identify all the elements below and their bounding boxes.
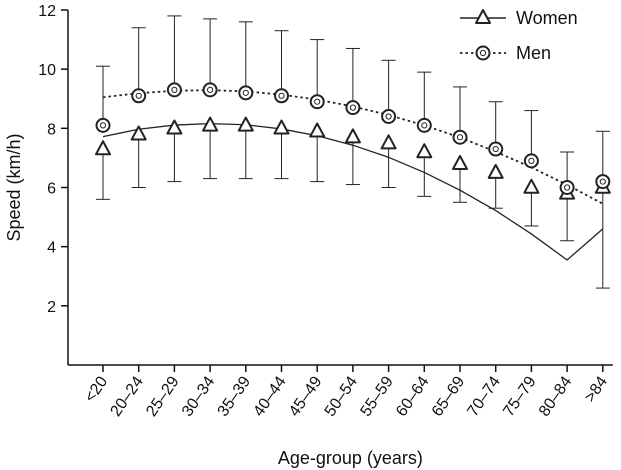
- men-point: [345, 100, 361, 116]
- x-tick-label: 30–34: [179, 373, 219, 419]
- labels-layer: 2 4 6 8 10 12 <2020–2425–2930–3435–3940–4445–4…: [38, 3, 611, 420]
- men-point: [131, 88, 147, 104]
- men-point-inner: [314, 98, 321, 105]
- women-point: [309, 122, 326, 138]
- legend-men-marker: [475, 45, 491, 61]
- x-tick-label: 25–29: [143, 373, 183, 419]
- x-tick-label: 35–39: [215, 373, 255, 419]
- women-point: [95, 140, 111, 156]
- x-tick-label: 20–24: [108, 373, 148, 419]
- men-point-inner: [492, 145, 499, 153]
- men-point-inner: [207, 86, 214, 93]
- men-point-inner: [385, 113, 392, 120]
- x-tick-label: 40–44: [250, 373, 290, 419]
- y-axis-title: Speed (km/h): [4, 133, 24, 241]
- women-point: [416, 143, 433, 159]
- women-point: [202, 116, 219, 132]
- legend-women-label: Women: [516, 8, 578, 28]
- men-point: [452, 129, 468, 145]
- men-point-inner: [456, 134, 464, 141]
- y-tick-label: 10: [38, 62, 56, 79]
- men-point: [595, 174, 611, 190]
- legend: Women Men: [460, 8, 578, 63]
- men-point-inner: [564, 184, 571, 191]
- y-tick-label: 8: [47, 121, 56, 138]
- men-point: [238, 85, 254, 101]
- x-tick-label: 45–49: [286, 373, 326, 419]
- legend-men-label: Men: [516, 43, 551, 63]
- women-point: [166, 119, 183, 135]
- men-point-inner: [349, 104, 356, 111]
- women-point: [487, 163, 504, 179]
- x-axis-title: Age-group (years): [278, 448, 423, 468]
- men-point-inner: [135, 92, 142, 99]
- y-tick-label: 4: [47, 240, 56, 257]
- men-point: [309, 94, 325, 110]
- women-point: [380, 134, 397, 150]
- x-tick-label: 65–69: [429, 373, 469, 419]
- men-point: [559, 180, 575, 195]
- men-fit-line: [102, 89, 604, 205]
- women-point: [130, 125, 147, 141]
- axes: [61, 9, 613, 372]
- men-point: [381, 109, 397, 124]
- x-tick-label: 75–79: [500, 373, 540, 419]
- men-point: [95, 117, 111, 133]
- men-point-inner: [421, 122, 428, 129]
- men-point-inner: [171, 86, 178, 93]
- women-point: [452, 155, 468, 171]
- women-point: [273, 119, 290, 135]
- x-tick-label: <20: [82, 373, 112, 405]
- men-point: [166, 82, 182, 98]
- men-point: [416, 117, 432, 133]
- y-tick-label: 2: [47, 299, 56, 316]
- x-tick-label: 50–54: [322, 373, 362, 419]
- legend-men-marker-inner: [479, 49, 487, 57]
- men-point: [202, 82, 218, 98]
- x-tick-label: >84: [582, 373, 612, 405]
- men-point: [274, 88, 289, 104]
- series-layer: [95, 15, 611, 289]
- men-point-inner: [242, 89, 249, 96]
- men-point-inner: [528, 157, 535, 164]
- men-point: [523, 153, 539, 169]
- women-point: [523, 178, 540, 194]
- y-tick-label: 12: [38, 3, 56, 20]
- y-tick-label: 6: [47, 181, 56, 198]
- x-tick-label: 55–59: [357, 373, 397, 419]
- x-tick-label: 70–74: [465, 373, 505, 419]
- men-point-inner: [278, 92, 285, 99]
- women-point: [237, 116, 254, 132]
- men-point: [488, 141, 504, 157]
- women-point: [344, 128, 361, 144]
- legend-women-marker: [475, 9, 491, 24]
- men-point-inner: [99, 122, 107, 129]
- men-point-inner: [599, 178, 606, 185]
- x-tick-label: 60–64: [393, 373, 433, 419]
- x-tick-label: 80–84: [536, 373, 576, 419]
